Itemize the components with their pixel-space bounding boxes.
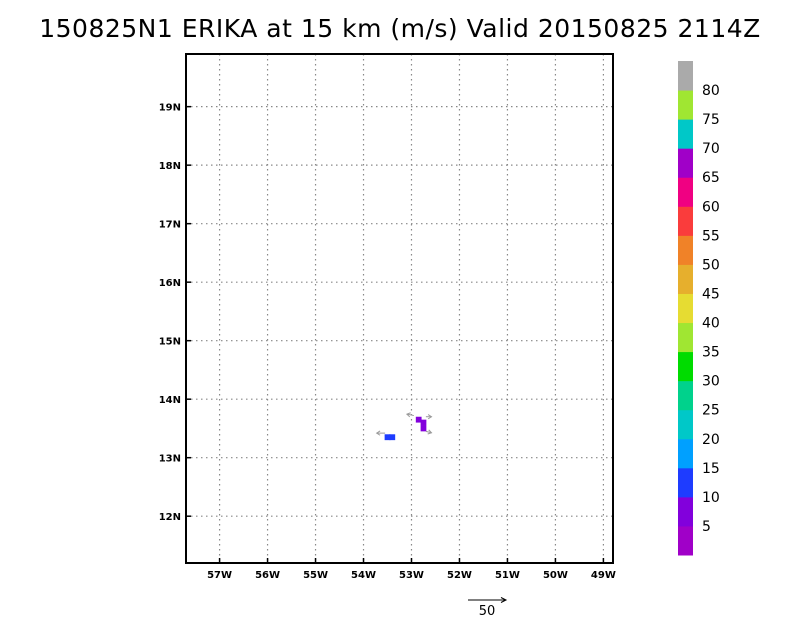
colorbar-label: 70 (702, 141, 720, 157)
colorbar-label: 45 (702, 286, 720, 302)
colorbar-label: 20 (702, 432, 720, 448)
colorbar-label: 10 (702, 490, 720, 506)
colorbar-label: 15 (702, 461, 720, 477)
vector-head (375, 430, 381, 436)
colorbar-segment (678, 235, 693, 265)
x-tick-label: 49W (591, 570, 616, 581)
vector-head (427, 429, 433, 435)
chart-title: 150825N1 ERIKA at 15 km (m/s) Valid 2015… (39, 14, 761, 43)
plot-frame (185, 53, 614, 564)
colorbar-label: 40 (702, 316, 720, 332)
x-tick-label: 53W (399, 570, 424, 581)
wind-vector (425, 414, 433, 420)
colorbar-segment (678, 351, 693, 382)
y-tick-label: 15N (159, 337, 181, 348)
grid-lines (186, 54, 613, 563)
colorbar-label: 75 (702, 112, 720, 128)
colorbar: 5 10 15 20 25 30 35 40 45 50 55 60 65 70 75 80 (678, 61, 720, 556)
y-tick-label: 12N (159, 512, 181, 523)
x-tick-label: 56W (255, 570, 280, 581)
colorbar-segment (678, 119, 693, 149)
y-tick-label: 14N (159, 395, 181, 406)
x-tick-label: 57W (207, 570, 232, 581)
x-tick-label: 55W (303, 570, 328, 581)
y-tick-label: 18N (159, 161, 181, 172)
y-tick-label: 16N (159, 278, 181, 289)
wind-vectors (375, 412, 433, 436)
colorbar-label: 30 (702, 374, 720, 390)
wind-vector (425, 429, 433, 435)
x-tick-label: 51W (495, 570, 520, 581)
reference-vector-head (500, 597, 508, 603)
wind-cell (420, 425, 427, 432)
wind-cell (420, 419, 427, 426)
axis-ticks: 57W 56W 55W 54W 53W 52W 51W 50W 49W 12N 13N 14N 15N 1… (159, 103, 616, 581)
wind-vector (375, 430, 386, 436)
colorbar-segment (678, 264, 693, 294)
y-tick-label: 19N (159, 103, 181, 114)
colorbar-segment (678, 409, 693, 440)
colorbar-segment (678, 293, 693, 324)
vector-head (427, 414, 433, 420)
colorbar-segment (678, 177, 693, 207)
vector-head (405, 412, 411, 418)
colorbar-segment (678, 438, 693, 469)
vector-shaft (425, 430, 432, 434)
colorbar-label: 60 (702, 199, 720, 215)
y-tick-label: 17N (159, 220, 181, 231)
x-tick-label: 50W (543, 570, 568, 581)
colorbar-label: 35 (702, 345, 720, 361)
colorbar-segment (678, 467, 693, 498)
wind-cell (384, 434, 391, 441)
vector-shaft (406, 413, 414, 417)
colorbar-segment (678, 90, 693, 120)
colorbar-label: 5 (702, 519, 711, 535)
colorbar-segment (678, 61, 693, 91)
colorbar-label: 25 (702, 403, 720, 419)
wind-cell (415, 416, 422, 423)
colorbar-segment (678, 380, 693, 411)
colorbar-label: 55 (702, 228, 720, 244)
colorbar-label: 65 (702, 170, 720, 186)
colorbar-segment (678, 496, 693, 527)
y-tick-label: 13N (159, 454, 181, 465)
reference-vector-label: 50 (479, 604, 496, 618)
wind-vector (405, 412, 414, 418)
colorbar-segment (678, 148, 693, 178)
reference-vector: 50 (468, 597, 508, 618)
colorbar-segment (678, 322, 693, 353)
x-tick-label: 54W (351, 570, 376, 581)
colorbar-segment (678, 525, 693, 556)
wind-speed-cells (384, 416, 427, 441)
colorbar-label: 80 (702, 83, 720, 99)
x-tick-label: 52W (447, 570, 472, 581)
wind-cell (389, 434, 396, 441)
colorbar-label: 50 (702, 257, 720, 273)
colorbar-segment (678, 206, 693, 236)
